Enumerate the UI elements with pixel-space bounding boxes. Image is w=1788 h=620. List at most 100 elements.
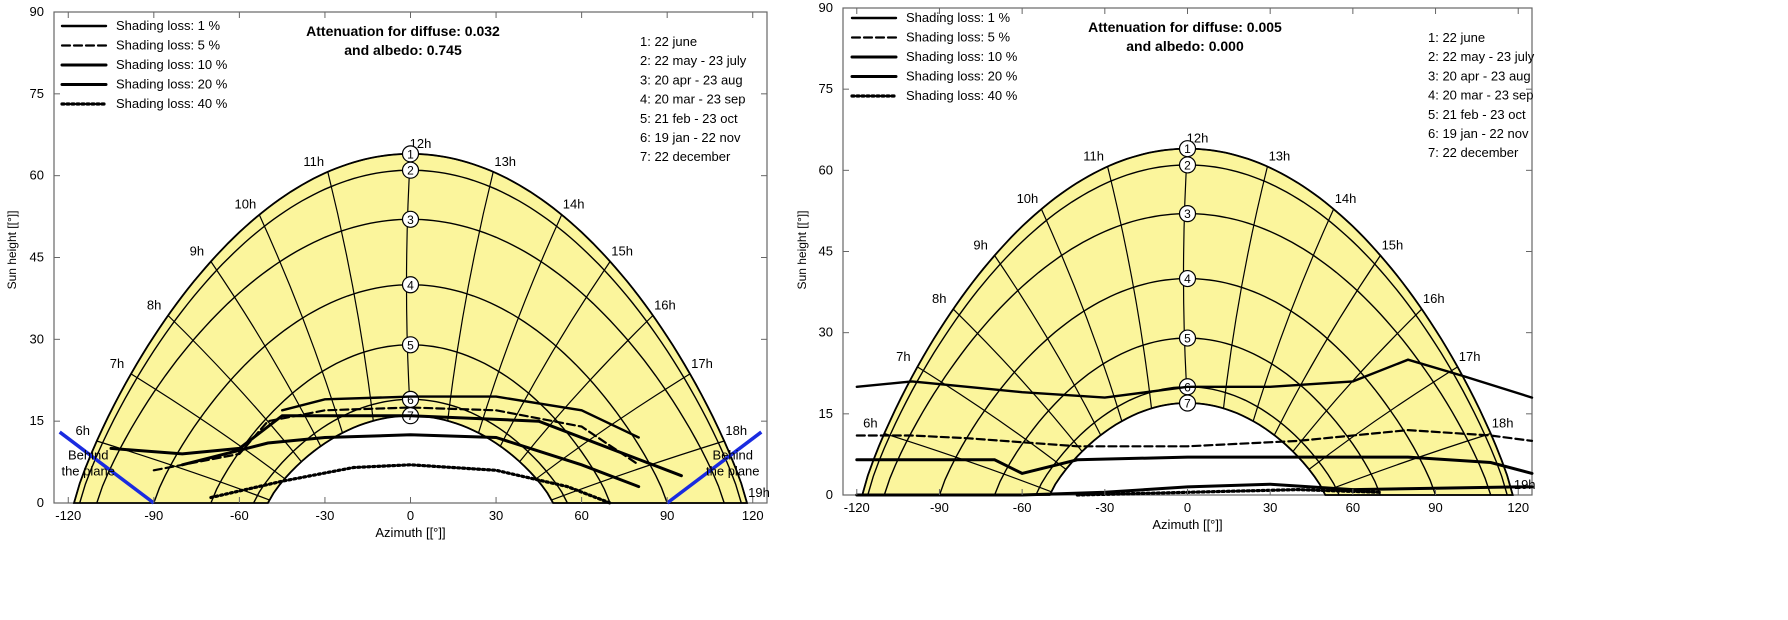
hour-label: 13h (1269, 149, 1291, 164)
x-tick-label: 60 (1346, 500, 1360, 515)
y-tick-label: 30 (30, 331, 44, 346)
y-tick-label: 30 (819, 325, 833, 340)
y-tick-label: 0 (826, 487, 833, 502)
y-tick-label: 90 (30, 4, 44, 19)
x-tick-label: 30 (1263, 500, 1277, 515)
plane-boundary-right (666, 430, 763, 505)
hour-line (499, 261, 611, 447)
hour-label: 10h (234, 197, 256, 212)
x-tick-label: 120 (1507, 500, 1529, 515)
shading-curve-1 (855, 358, 1534, 399)
hour-label: 17h (1459, 349, 1481, 364)
date-marker-number: 5 (1184, 332, 1191, 346)
date-marker-2 (1178, 156, 1197, 174)
y-tick-label: 75 (30, 86, 44, 101)
hour-label: 10h (1017, 191, 1039, 206)
hour-label: 15h (1382, 237, 1404, 252)
date-marker-number: 4 (1184, 272, 1191, 286)
date-marker-2 (401, 161, 420, 179)
legend-label: Shading loss: 5 % (116, 38, 221, 53)
shading-curve-2 (152, 406, 640, 472)
date-list-item: 4: 20 mar - 23 sep (1428, 88, 1534, 103)
date-marker-7 (1178, 394, 1197, 412)
date-list-item: 5: 21 feb - 23 oct (640, 111, 738, 126)
legend-label: Shading loss: 40 % (116, 96, 228, 111)
x-tick-label: 90 (660, 508, 674, 523)
date-list-item: 4: 20 mar - 23 sep (640, 92, 746, 107)
date-marker-number: 3 (1184, 207, 1191, 221)
date-marker-number: 6 (407, 393, 414, 407)
hour-label: 6h (76, 423, 90, 438)
hour-label: 14h (1335, 191, 1357, 206)
date-marker-3 (401, 210, 420, 228)
legend-label: Shading loss: 1 % (116, 18, 221, 33)
shading-curve-4 (180, 433, 641, 489)
date-list-item: 2: 22 may - 23 july (640, 53, 747, 68)
hour-line (130, 373, 286, 480)
shading-curve-1 (281, 395, 640, 439)
hour-label: 8h (932, 291, 946, 306)
hour-label: 17h (691, 356, 713, 371)
hour-label: 9h (190, 244, 204, 259)
y-axis-label: Sun height [[°]] (795, 211, 809, 290)
y-tick-label: 60 (819, 162, 833, 177)
hour-label: 7h (896, 349, 910, 364)
date-list-item: 1: 22 june (1428, 30, 1485, 45)
hour-line (1273, 255, 1381, 436)
x-tick-label: 0 (1184, 500, 1191, 515)
y-tick-label: 60 (30, 168, 44, 183)
chart-subtitle: and albedo: 0.000 (1126, 38, 1244, 54)
legend-label: Shading loss: 10 % (906, 49, 1018, 64)
date-list-item: 2: 22 may - 23 july (1428, 49, 1535, 64)
chart-title: Attenuation for diffuse: 0.032 (306, 23, 500, 39)
legend-label: Shading loss: 40 % (906, 88, 1018, 103)
legend-label: Shading loss: 5 % (906, 30, 1011, 45)
hour-line (884, 432, 1052, 493)
date-list-item: 3: 20 apr - 23 aug (640, 72, 743, 87)
hour-label: 18h (1492, 415, 1514, 430)
behind-plane-label: Behind (713, 447, 753, 462)
x-tick-label: 60 (574, 508, 588, 523)
shading-curve-2 (855, 428, 1534, 448)
x-tick-label: -30 (1095, 500, 1114, 515)
hour-label: 9h (973, 237, 987, 252)
date-marker-number: 2 (1184, 158, 1191, 172)
behind-plane-label: the plane (706, 463, 760, 478)
legend-label: Shading loss: 1 % (906, 10, 1011, 25)
y-tick-label: 15 (30, 413, 44, 428)
hour-line (1323, 432, 1491, 493)
chart-subtitle: and albedo: 0.745 (344, 42, 462, 58)
x-axis-label: Azimuth [[°]] (375, 525, 445, 540)
hour-label: 19h (748, 485, 770, 500)
hour-line (1222, 166, 1268, 409)
date-marker-number: 2 (407, 164, 414, 178)
hour-line (477, 214, 563, 434)
shading-curve-5 (1075, 487, 1382, 497)
hour-line (447, 171, 494, 421)
date-marker-number: 1 (407, 147, 414, 161)
hour-line (327, 171, 374, 421)
hour-line (994, 255, 1102, 436)
hour-line (167, 315, 302, 463)
date-marker-4 (401, 276, 420, 294)
hour-line (1040, 208, 1123, 422)
shading-curve-5 (209, 463, 612, 505)
date-marker-5 (1178, 329, 1197, 347)
date-marker-number: 4 (407, 278, 414, 292)
hour-label: 16h (654, 298, 676, 313)
chart-panel-2: 6h7h8h9h10h11h12h13h14h15h16h17h18h19h12… (795, 0, 1536, 532)
hour-label: 15h (611, 244, 633, 259)
x-tick-label: -120 (55, 508, 81, 523)
chart-panel-1: 6h7h8h9h10h11h12h13h14h15h16h17h18h19h12… (5, 4, 770, 540)
date-marker-5 (401, 336, 420, 354)
hour-line (952, 308, 1083, 452)
hour-line (1252, 208, 1335, 422)
y-tick-label: 0 (37, 495, 44, 510)
date-list-item: 7: 22 december (1428, 145, 1519, 160)
y-tick-label: 45 (819, 244, 833, 259)
date-marker-number: 5 (407, 338, 414, 352)
date-list-item: 6: 19 jan - 22 nov (1428, 126, 1529, 141)
y-tick-label: 90 (819, 0, 833, 15)
y-tick-label: 45 (30, 250, 44, 265)
